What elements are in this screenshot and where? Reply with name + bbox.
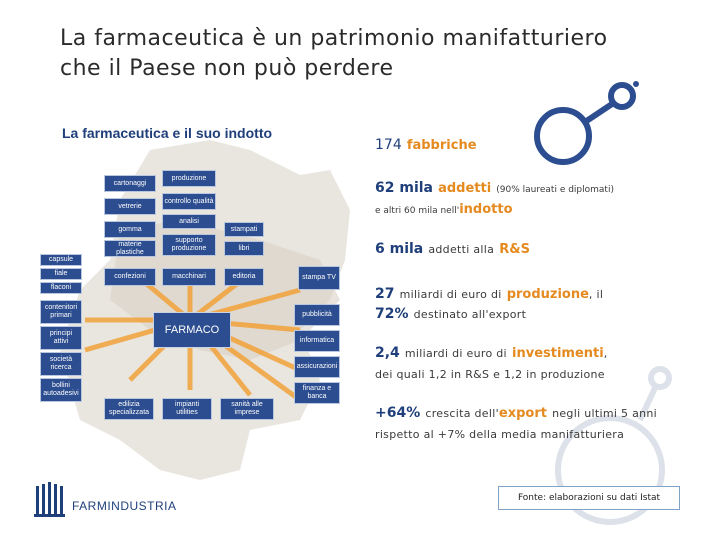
stat-value: 27 bbox=[375, 286, 395, 302]
stat-export: +64% crescita dell'export negli ultimi 5… bbox=[375, 402, 657, 421]
node-materie-plastiche: materie plastiche bbox=[104, 240, 156, 257]
node-produzione: produzione bbox=[162, 170, 216, 187]
deco-circles-top bbox=[534, 82, 636, 165]
stat-addetti-line2: e altri 60 mila nell'indotto bbox=[375, 198, 513, 217]
node-principi-attivi: principi attivi bbox=[40, 326, 82, 350]
stat-text: , bbox=[603, 347, 608, 360]
page-title: La farmaceutica è un patrimonio manifatt… bbox=[60, 24, 660, 84]
stat-produzione: 27 miliardi di euro di produzione, il bbox=[375, 283, 603, 302]
stat-value: 2,4 bbox=[375, 345, 400, 361]
node-editoria: editoria bbox=[224, 268, 264, 286]
deco-circles-bottom bbox=[555, 366, 672, 525]
stat-text: e altri 60 mila nell' bbox=[375, 206, 460, 216]
node-libri: libri bbox=[224, 241, 264, 256]
stat-text: miliardi di euro di bbox=[399, 288, 502, 301]
stat-text: miliardi di euro di bbox=[404, 347, 507, 360]
stat-keyword: produzione bbox=[506, 287, 589, 302]
node-impianti-utilities: impianti utilities bbox=[162, 398, 212, 420]
map-subtitle: La farmaceutica e il suo indotto bbox=[62, 125, 273, 141]
node-gomma: gomma bbox=[104, 221, 156, 238]
stat-text: destinato all'export bbox=[413, 308, 527, 321]
stat-export-line2: rispetto al +7% della media manifatturie… bbox=[375, 423, 624, 442]
title-line-1: La farmaceutica è un patrimonio manifatt… bbox=[60, 26, 608, 51]
stat-investimenti: 2,4 miliardi di euro di investimenti, bbox=[375, 342, 608, 361]
stat-value: 62 mila bbox=[375, 180, 433, 196]
stat-addetti: 62 mila addetti (90% laureati e diplomat… bbox=[375, 177, 614, 196]
farmindustria-logo-icon bbox=[34, 482, 65, 517]
logo-wordmark: FARMINDUSTRIA bbox=[72, 499, 177, 513]
stat-value: 72% bbox=[375, 306, 409, 322]
node-informatica: informatica bbox=[294, 330, 340, 352]
node-cartonaggi: cartonaggi bbox=[104, 175, 156, 192]
node-vetrerie: vetrerie bbox=[104, 198, 156, 215]
stat-text: addetti alla bbox=[428, 243, 495, 256]
stat-text: , il bbox=[588, 288, 604, 301]
node-societa-ricerca: società ricerca bbox=[40, 352, 82, 376]
node-finanza-e-banca: finanza e banca bbox=[294, 382, 340, 404]
stat-text: crescita dell' bbox=[425, 407, 499, 420]
node-stampati: stampati bbox=[224, 222, 264, 237]
stat-fabbriche: 174 fabbriche bbox=[375, 134, 477, 153]
node-bollini-autoadesivi: bollini autoadesivi bbox=[40, 378, 82, 402]
stat-keyword: indotto bbox=[459, 202, 513, 217]
node-supporto-produzione: supporto produzione bbox=[162, 234, 216, 256]
node-fiale: fiale bbox=[40, 268, 82, 280]
stat-keyword: R&S bbox=[499, 242, 531, 257]
node-macchinari: macchinari bbox=[162, 268, 216, 286]
stat-value: 6 mila bbox=[375, 241, 424, 257]
deco-dot-blue bbox=[633, 81, 639, 87]
stat-keyword: addetti bbox=[438, 181, 492, 196]
stat-text: dei quali 1,2 in R&S e 1,2 in produzione bbox=[375, 368, 605, 381]
stat-note: (90% laureati e diplomati) bbox=[496, 185, 614, 195]
node-confezioni: confezioni bbox=[104, 268, 156, 286]
title-line-2: che il Paese non può perdere bbox=[60, 56, 394, 81]
node-stampa-tv: stampa TV bbox=[298, 266, 340, 290]
node-controllo-qualita: controllo qualità bbox=[162, 193, 216, 210]
stat-keyword: export bbox=[498, 406, 547, 421]
stat-keyword: fabbriche bbox=[406, 138, 477, 153]
stat-text: negli ultimi 5 anni bbox=[552, 407, 658, 420]
stat-investimenti-line2: dei quali 1,2 in R&S e 1,2 in produzione bbox=[375, 363, 605, 382]
node-contenitori-primari: contenitori primari bbox=[40, 300, 82, 324]
node-flaconi: flaconi bbox=[40, 282, 82, 294]
node-capsule: capsule bbox=[40, 254, 82, 266]
stat-rs: 6 mila addetti alla R&S bbox=[375, 238, 530, 257]
node-sanita-alle-imprese: sanità alle imprese bbox=[220, 398, 274, 420]
node-pubblicita: pubblicità bbox=[294, 304, 340, 326]
source-note: Fonte: elaborazioni su dati Istat bbox=[498, 486, 680, 510]
stat-value: +64% bbox=[375, 405, 421, 421]
stat-value: 174 bbox=[375, 137, 402, 153]
stat-export-share: 72% destinato all'export bbox=[375, 303, 526, 322]
farmaco-center: FARMACO bbox=[153, 312, 231, 348]
stat-text: rispetto al +7% della media manifatturie… bbox=[375, 428, 625, 441]
stat-keyword: investimenti bbox=[512, 346, 604, 361]
node-analisi: analisi bbox=[162, 214, 216, 229]
node-edilizia-specializzata: edilizia specializzata bbox=[104, 398, 154, 420]
node-assicurazioni: assicurazioni bbox=[294, 356, 340, 378]
